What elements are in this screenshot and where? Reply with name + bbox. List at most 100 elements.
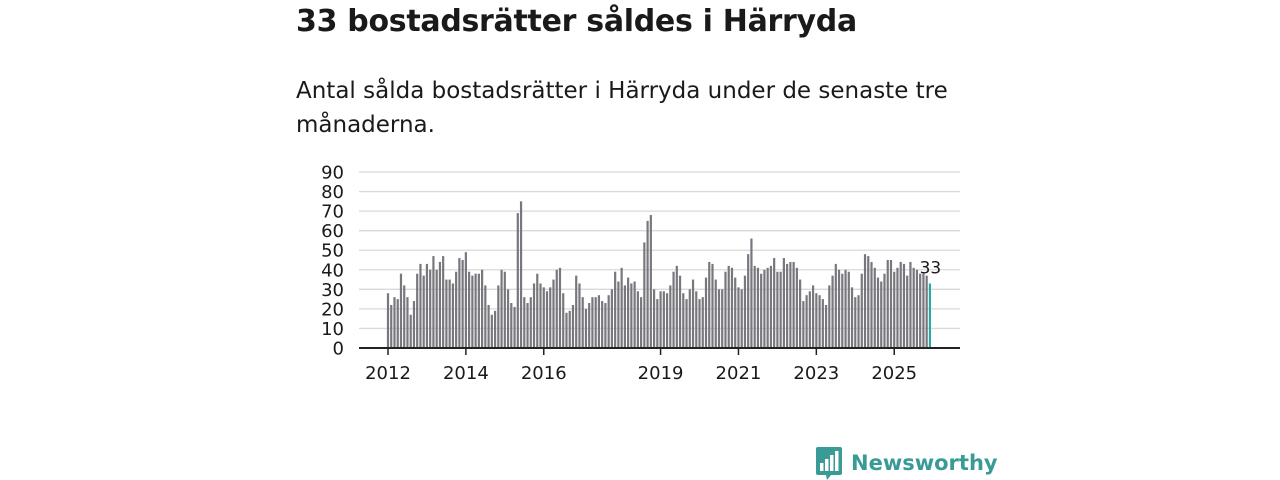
brand-name: Newsworthy <box>851 451 998 475</box>
x-tick-label: 2019 <box>638 363 684 384</box>
bar <box>769 265 773 348</box>
bar <box>623 285 626 348</box>
bar <box>899 261 902 348</box>
bar <box>724 271 727 348</box>
bar <box>799 279 802 348</box>
bar <box>734 277 737 348</box>
bar <box>493 310 497 348</box>
bar <box>594 297 597 348</box>
page-subtitle: Antal sålda bostadsrätter i Härryda unde… <box>296 78 948 138</box>
bar <box>662 291 665 348</box>
bar <box>902 263 906 348</box>
bar <box>730 267 734 348</box>
bar <box>795 267 798 348</box>
bar <box>549 287 552 348</box>
newsworthy-logo: Newsworthy <box>815 446 998 480</box>
bar <box>922 273 925 348</box>
y-tick-label: 20 <box>321 299 344 320</box>
bar <box>837 269 841 348</box>
bar <box>451 283 454 348</box>
bar <box>880 281 883 348</box>
bar <box>652 289 656 348</box>
x-tick-label: 2012 <box>365 363 411 384</box>
bar <box>782 258 785 348</box>
bar <box>685 299 688 348</box>
bar <box>558 267 562 348</box>
bar <box>422 275 425 348</box>
bar <box>614 271 617 348</box>
bar <box>763 269 766 348</box>
bar <box>740 289 743 348</box>
y-tick-label: 40 <box>321 260 344 281</box>
bar <box>860 273 863 348</box>
bar <box>805 295 808 348</box>
bar <box>863 254 867 348</box>
bar <box>818 295 821 348</box>
bar <box>425 263 429 348</box>
bar <box>604 303 607 348</box>
bar <box>526 303 529 348</box>
bar <box>510 303 513 348</box>
bar <box>802 301 805 348</box>
bar <box>442 256 445 348</box>
bar <box>750 238 753 348</box>
bar <box>873 267 876 348</box>
bar <box>584 308 588 348</box>
bar <box>523 297 526 348</box>
bar <box>461 260 464 348</box>
bar <box>695 291 698 348</box>
bar <box>571 304 575 348</box>
bar <box>643 242 646 348</box>
bar <box>506 289 510 348</box>
bar <box>477 273 480 348</box>
bar <box>792 261 795 348</box>
bar <box>497 285 500 348</box>
bar <box>438 261 442 348</box>
bar <box>678 275 682 348</box>
bar <box>545 291 549 348</box>
bar <box>854 297 857 348</box>
bar <box>889 260 893 348</box>
bar <box>474 273 477 348</box>
bar <box>484 285 487 348</box>
bar <box>701 297 704 348</box>
bar <box>753 265 756 348</box>
bar <box>786 263 789 348</box>
bar <box>591 297 594 348</box>
bar <box>691 279 695 348</box>
x-tick-label: 2014 <box>443 363 489 384</box>
bar <box>487 304 490 348</box>
bar <box>458 258 461 348</box>
bar <box>828 285 831 348</box>
bar <box>847 271 850 348</box>
bar <box>630 283 633 348</box>
bar <box>665 293 669 348</box>
bar <box>403 285 406 348</box>
bar <box>575 275 578 348</box>
bar <box>529 297 532 348</box>
bar <box>390 304 393 348</box>
bar <box>568 310 571 348</box>
bar <box>773 258 776 348</box>
newsworthy-logo-icon <box>816 447 842 480</box>
bar <box>532 283 536 348</box>
bar <box>481 269 484 348</box>
bar <box>915 269 919 348</box>
bar <box>468 271 471 348</box>
bar <box>870 261 873 348</box>
bar <box>857 295 860 348</box>
bar <box>562 293 565 348</box>
bar <box>552 279 555 348</box>
bar <box>708 261 711 348</box>
bar <box>808 291 811 348</box>
bar <box>445 279 448 348</box>
x-tick-label: 2025 <box>871 363 917 384</box>
bar <box>850 287 854 348</box>
bar <box>386 293 390 348</box>
bar <box>490 314 493 348</box>
bar <box>789 261 792 348</box>
bar <box>597 295 601 348</box>
bar <box>669 285 672 348</box>
